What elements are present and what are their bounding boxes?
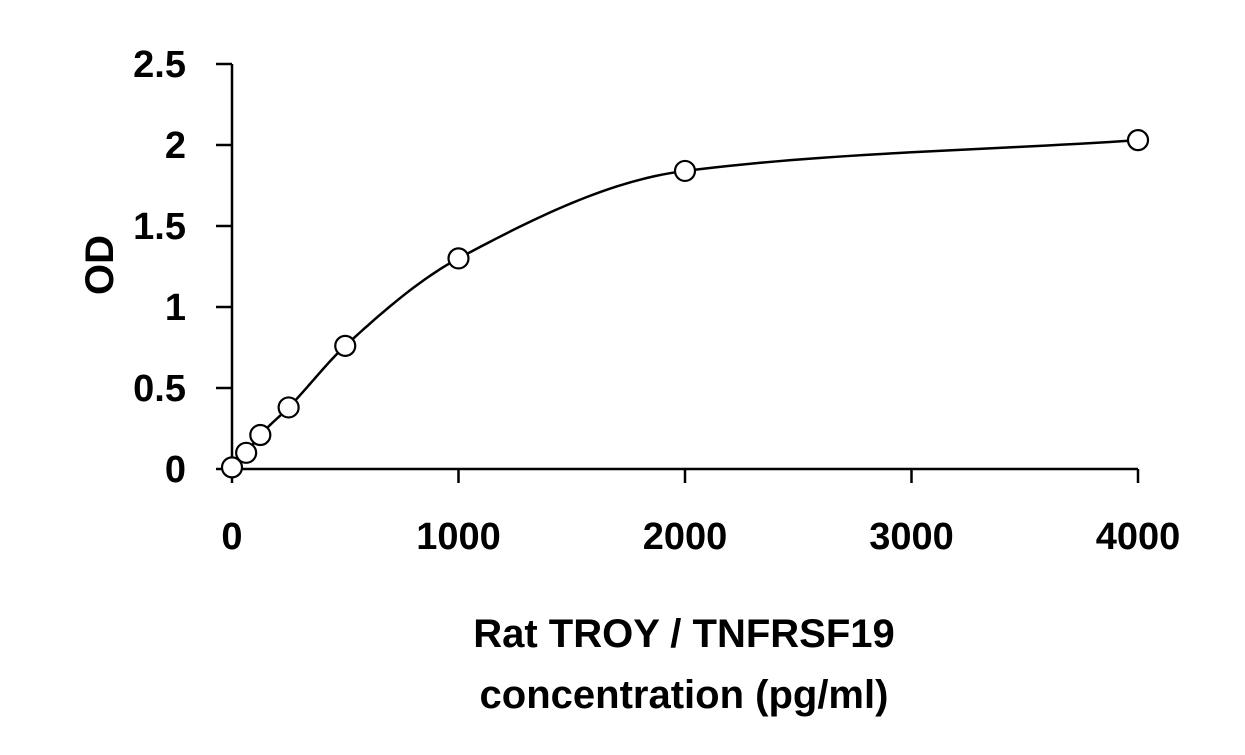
y-tick-label: 2.5 [133,44,186,86]
y-tick-label: 2 [165,125,186,167]
data-point [220,456,244,479]
y-axis-title: OD [78,235,122,295]
data-points-layer [220,129,1150,479]
fit-curve-layer [231,138,1139,469]
data-point [249,423,272,447]
y-tick-label: 1 [165,287,186,329]
x-tick-label: 2000 [643,516,728,558]
x-axis-title-line1: Rat TROY / TNFRSF19 [473,612,895,656]
x-tick-label: 3000 [869,516,954,558]
tick-labels-layer: 0 0.5 1 1.5 2 2.5 0 1000 2000 3000 4000 [133,44,1180,558]
data-point [1126,129,1150,152]
chart-axes [216,62,1140,483]
data-point [334,334,357,357]
y-tick-label: 0.5 [133,368,186,410]
x-axis-title-line2: concentration (pg/ml) [480,673,889,717]
data-point [235,441,258,464]
data-point [447,247,470,270]
data-point [673,159,697,183]
data-point [277,396,300,419]
fit-curve-line [231,138,1139,469]
x-tick-label: 1000 [416,516,501,558]
x-tick-label: 4000 [1096,516,1181,558]
x-tick-label: 0 [221,516,242,558]
y-tick-label: 0 [165,449,186,491]
y-tick-label: 1.5 [133,206,186,248]
